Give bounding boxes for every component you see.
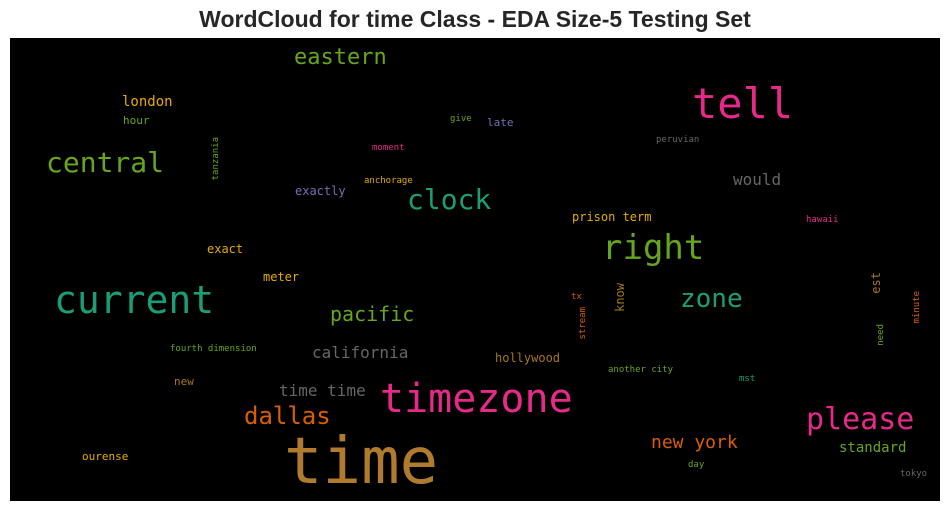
wordcloud-word: know: [613, 283, 627, 312]
wordcloud-word: dallas: [244, 402, 331, 430]
wordcloud-word: moment: [372, 143, 405, 153]
wordcloud-word: another city: [608, 365, 674, 375]
chart-title: WordCloud for time Class - EDA Size-5 Te…: [199, 6, 751, 32]
wordcloud-word: current: [54, 278, 215, 322]
wordcloud-word: tokyo: [900, 469, 928, 479]
wordcloud-word: would: [733, 170, 782, 189]
wordcloud-word: time: [284, 425, 439, 499]
wordcloud-word: est: [869, 272, 883, 294]
wordcloud-word: pacific: [330, 302, 415, 326]
wordcloud-word: ourense: [82, 450, 129, 463]
wordcloud-word: late: [487, 116, 514, 129]
wordcloud-word: new: [174, 375, 194, 388]
wordcloud-word: prison term: [572, 210, 652, 224]
wordcloud-word: fourth dimension: [170, 344, 257, 354]
wordcloud-word: timezone: [380, 376, 573, 422]
wordcloud-word: hollywood: [495, 351, 561, 365]
wordcloud-word: time time: [279, 381, 366, 400]
wordcloud-word: tanzania: [211, 137, 221, 181]
wordcloud-word: please: [806, 402, 915, 437]
wordcloud-word: anchorage: [364, 176, 413, 186]
wordcloud-word: standard: [839, 440, 907, 456]
wordcloud-word: hawaii: [806, 215, 839, 225]
wordcloud-panel: time current timezone tell right please centra…: [10, 38, 940, 501]
wordcloud-word: minute: [912, 291, 922, 324]
wordcloud-word: eastern: [294, 45, 387, 70]
wordcloud-word: zone: [680, 284, 743, 314]
wordcloud-word: day: [688, 460, 705, 470]
wordcloud-word: mst: [739, 374, 756, 384]
wordcloud-word: give: [450, 114, 472, 124]
wordcloud-word: clock: [407, 183, 492, 216]
wordcloud-word: stream: [578, 307, 588, 340]
wordcloud-word: peruvian: [656, 135, 700, 145]
wordcloud-word: tell: [692, 79, 794, 128]
wordcloud-word: meter: [263, 270, 300, 284]
wordcloud-word: need: [876, 324, 886, 346]
wordcloud-word: hour: [123, 114, 150, 127]
wordcloud-word: central: [46, 146, 165, 179]
wordcloud-word: exact: [207, 242, 244, 256]
wordcloud-word: right: [602, 228, 705, 268]
wordcloud-word: new york: [651, 432, 738, 453]
wordcloud-word: tx: [571, 292, 582, 302]
wordcloud-word: california: [312, 343, 409, 362]
wordcloud-word: london: [122, 94, 173, 110]
wordcloud-word: exactly: [295, 184, 346, 198]
